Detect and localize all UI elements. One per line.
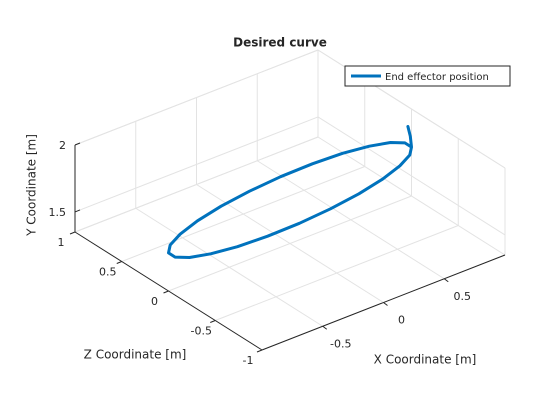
x-tick xyxy=(443,278,449,283)
y-tick xyxy=(74,142,81,146)
y-tick xyxy=(74,209,81,213)
z-tick xyxy=(256,349,263,353)
grid-line xyxy=(121,166,365,262)
z-axis-label: Z Coordinate [m] xyxy=(84,348,187,362)
z-tick-label: 1 xyxy=(58,236,65,249)
z-tick-label: 0.5 xyxy=(99,266,117,279)
x-tick xyxy=(383,302,388,306)
grid-line xyxy=(317,116,506,236)
y-tick-label: 2 xyxy=(59,139,66,152)
grid-line xyxy=(74,116,319,213)
grid-line xyxy=(215,225,459,321)
curve xyxy=(167,125,413,259)
y-tick-label: 1.5 xyxy=(49,206,67,219)
grid-line xyxy=(74,49,319,146)
x-axis-label: X Coordinate [m] xyxy=(374,353,477,367)
z-tick xyxy=(116,261,122,264)
z-tick xyxy=(69,231,76,235)
legend: End effector position xyxy=(344,65,511,87)
grid-line xyxy=(168,195,412,292)
z-tick-label: 0 xyxy=(151,295,158,308)
y-axis-label: Y Coordinate [m] xyxy=(25,134,39,237)
z-tick-label: -0.5 xyxy=(191,325,212,338)
x-tick xyxy=(322,325,328,330)
chart-title: Desired curve xyxy=(233,36,327,50)
legend-box xyxy=(344,65,511,87)
z-tick xyxy=(163,290,169,294)
z-tick-label: -1 xyxy=(243,354,254,367)
x-tick-label: -0.5 xyxy=(330,337,351,350)
plot-area xyxy=(167,125,413,259)
x-tick-label: 0.5 xyxy=(454,290,472,303)
x-tick-label: 0 xyxy=(398,314,405,327)
grid-line xyxy=(74,136,319,233)
grid xyxy=(69,49,506,353)
z-tick xyxy=(210,320,216,323)
legend-label: End effector position xyxy=(385,72,489,83)
